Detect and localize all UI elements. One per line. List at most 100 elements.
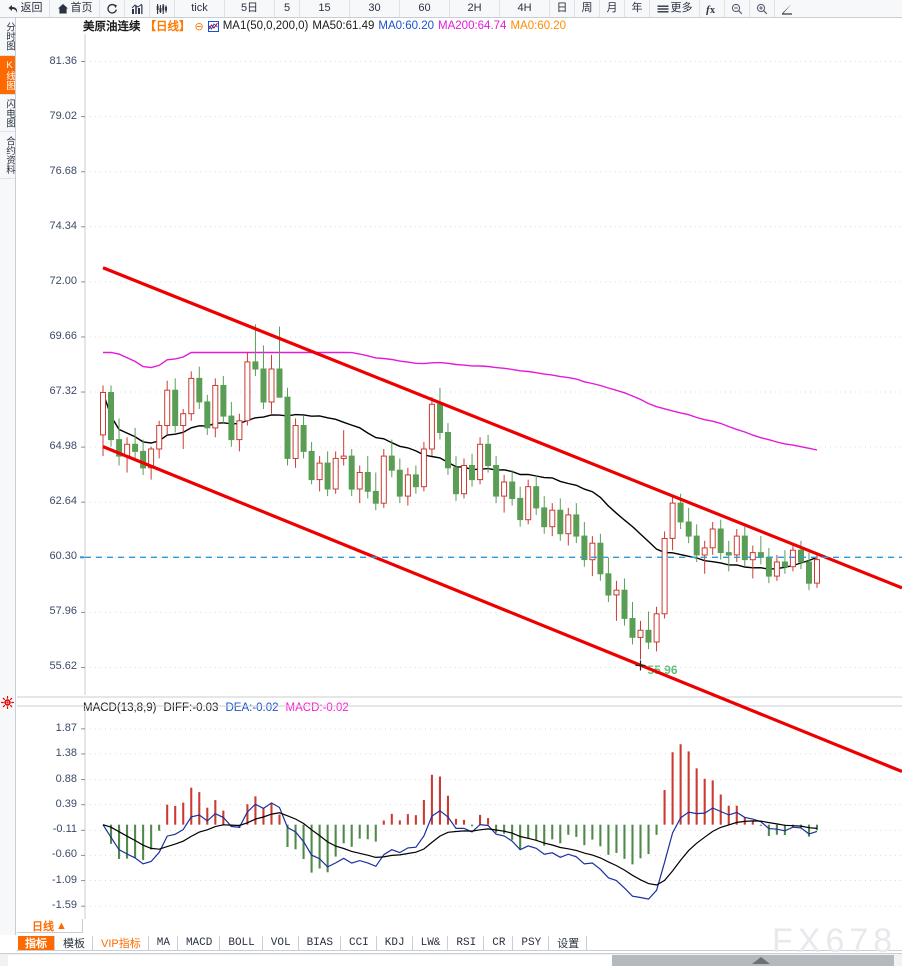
indicator-tab-psy[interactable]: PSY [513, 936, 550, 950]
macd-tick-label: -0.60 [51, 848, 77, 861]
toolbar-item-label: 日 [556, 2, 568, 14]
top-toolbar: 返回 首页 tick 5日 5 15 30 60 2H 4H 日 周 月 年 更多 f x [0, 0, 902, 18]
svg-text:x: x [710, 5, 715, 15]
toolbar-item-bar-chart[interactable] [125, 0, 150, 17]
indicator-tab-bar: 指标 模板 VIP指标 MA MACD BOLL VOL BIAS CCI KDJ LW& RSI CR… [17, 936, 902, 951]
toolbar-item-m5[interactable]: 5 [275, 0, 300, 17]
indicator-tab-lw[interactable]: LW& [412, 936, 449, 950]
toolbar-item-m60[interactable]: 60 [400, 0, 450, 17]
price-tick-label: 62.64 [49, 495, 77, 508]
indicator-tab-boll[interactable]: BOLL [220, 936, 263, 950]
toolbar-item-label: 年 [631, 2, 643, 14]
svg-text:f: f [706, 4, 711, 15]
indicator-tab-label: KDJ [384, 937, 405, 949]
indicator-tab-label: PSY [521, 937, 542, 949]
price-tick-label: 81.36 [49, 54, 77, 67]
macd-tick-label: 1.87 [55, 721, 77, 734]
price-tick-label: 64.98 [49, 440, 77, 453]
toolbar-item-label: tick [191, 2, 208, 14]
scrollbar-track[interactable] [8, 955, 894, 966]
chart-canvas[interactable] [17, 18, 902, 919]
toolbar-item-week[interactable]: 周 [575, 0, 600, 17]
toolbar-item-draw-line[interactable] [775, 0, 799, 17]
indicator-tab-label: RSI [456, 937, 477, 949]
back-arrow-icon [7, 3, 19, 15]
indicator-tab-ma[interactable]: MA [148, 936, 178, 950]
toolbar-item-h2[interactable]: 2H [450, 0, 500, 17]
indicator-tab-vip[interactable]: VIP指标 [93, 936, 149, 950]
toolbar-item-candlestick[interactable] [150, 0, 175, 17]
indicator-tab-[interactable]: 模板 [55, 936, 93, 950]
period-selector-button[interactable]: 日线 ▲ [17, 919, 83, 933]
chart-legend-header: 美原油连续 【日线】 ⊖ MA1(50,0,200,0) MA50:61.49 … [83, 19, 566, 33]
sidebar-item-1[interactable]: K线图 [0, 55, 15, 95]
indicator-tab-cci[interactable]: CCI [340, 936, 377, 950]
price-tick-label: 76.68 [49, 164, 77, 177]
indicator-tab-label: BIAS [306, 937, 333, 949]
period-selector-label: 日线 [32, 920, 55, 933]
toolbar-item-refresh[interactable] [100, 0, 125, 17]
indicator-tab-label: VOL [270, 937, 291, 949]
indicator-tab-kdj[interactable]: KDJ [376, 936, 413, 950]
indicator-tab-label: MACD [185, 937, 213, 949]
toolbar-item-year[interactable]: 年 [625, 0, 650, 17]
chart-area[interactable]: 美原油连续 【日线】 ⊖ MA1(50,0,200,0) MA50:61.49 … [17, 18, 902, 919]
sidebar-item-label: K线图 [4, 59, 15, 90]
toolbar-item-h4[interactable]: 4H [500, 0, 550, 17]
minus-circle-icon[interactable]: ⊖ [194, 20, 204, 33]
toolbar-item-day[interactable]: 日 [550, 0, 575, 17]
indicator-tab-vol[interactable]: VOL [262, 936, 299, 950]
ma-params-label: MA1(50,0,200,0) [222, 20, 309, 32]
toolbar-item-zoom-in[interactable] [750, 0, 775, 17]
macd-tick-label: 1.38 [55, 746, 77, 759]
indicator-tab-macd[interactable]: MACD [177, 936, 221, 950]
home-icon [57, 3, 69, 15]
price-tick-label: 72.00 [49, 274, 77, 287]
toolbar-item-more[interactable]: 更多 [650, 0, 700, 17]
indicator-tab-label: 指标 [25, 938, 47, 950]
toolbar-item-tick[interactable]: tick [175, 0, 225, 17]
indicator-tab-label: MA [156, 937, 170, 949]
triangle-up-icon: ▲ [56, 919, 67, 932]
toolbar-item-home[interactable]: 首页 [50, 0, 100, 17]
toolbar-item-m15[interactable]: 15 [300, 0, 350, 17]
sidebar-item-label: 合约资料 [4, 136, 15, 174]
symbol-name: 美原油连续 [83, 21, 141, 33]
toolbar-item-back[interactable]: 返回 [0, 0, 50, 17]
horizontal-scrollbar[interactable] [0, 953, 902, 966]
indicator-tab-label: CCI [348, 937, 369, 949]
toolbar-item-label: 4H [517, 2, 532, 14]
toolbar-item-month[interactable]: 月 [600, 0, 625, 17]
indicator-tab-rsi[interactable]: RSI [448, 936, 485, 950]
indicator-tab-[interactable]: 设置 [549, 936, 588, 950]
macd-dea-value: DEA:-0.02 [225, 702, 279, 714]
toolbar-item-label: 5日 [240, 2, 259, 14]
sun-settings-icon[interactable] [0, 694, 15, 710]
price-tick-label: 67.32 [49, 385, 77, 398]
x-axis: 2025/072025/082025/092025/102025/11 [17, 919, 902, 933]
triangle-up-icon[interactable] [752, 957, 770, 964]
macd-tick-label: -0.11 [52, 823, 77, 836]
indicator-tab-[interactable]: 指标 [17, 936, 55, 950]
toolbar-item-five-day[interactable]: 5日 [225, 0, 275, 17]
price-tick-label: 55.62 [49, 660, 77, 673]
indicator-tab-label: CR [492, 937, 506, 949]
ma0-orange-value: MA0:60.20 [510, 20, 567, 32]
indicator-bar-spacer [587, 936, 902, 950]
toolbar-item-label: 月 [606, 2, 618, 14]
ma50-value: MA50:61.49 [312, 20, 375, 32]
indicator-tab-bias[interactable]: BIAS [298, 936, 341, 950]
sidebar-item-0[interactable]: 分时图 [0, 18, 15, 56]
ma-indicator-icon[interactable] [207, 20, 219, 32]
indicator-tab-cr[interactable]: CR [484, 936, 514, 950]
toolbar-item-m30[interactable]: 30 [350, 0, 400, 17]
sidebar-item-2[interactable]: 闪电图 [0, 95, 15, 132]
price-tick-label: 74.34 [49, 219, 77, 232]
sidebar-item-3[interactable]: 合约资料 [0, 132, 15, 179]
refresh-icon [106, 3, 118, 15]
indicator-tab-label: BOLL [228, 937, 255, 949]
price-tick-label: 79.02 [49, 109, 77, 122]
toolbar-item-zoom-out[interactable] [725, 0, 750, 17]
